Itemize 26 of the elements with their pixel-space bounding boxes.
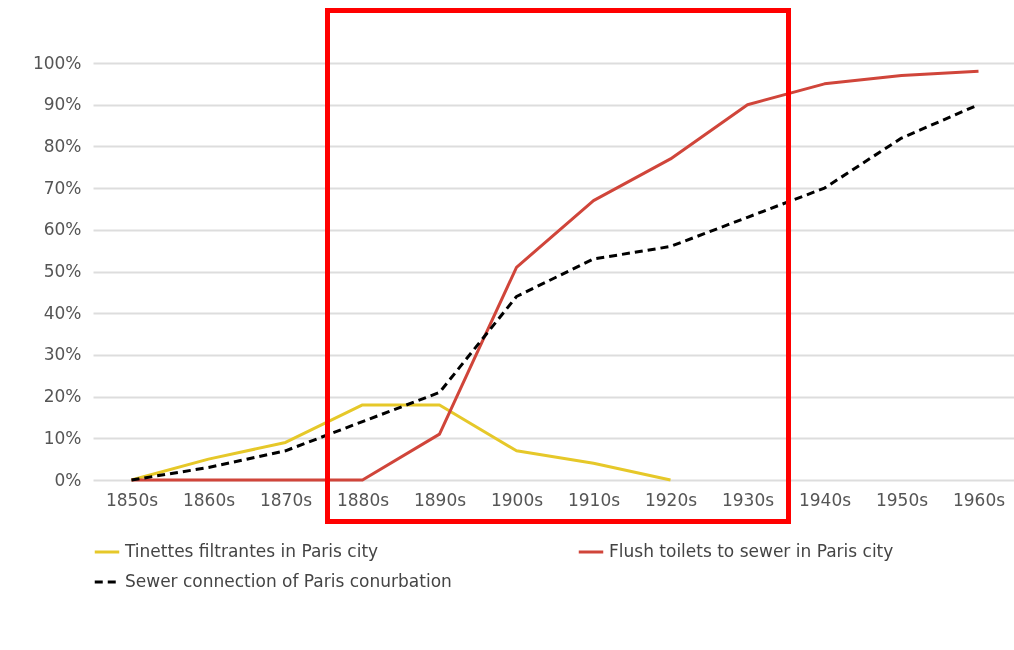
x-tick-label: 1930s xyxy=(721,489,775,510)
y-tick-label: 100% xyxy=(32,52,82,73)
y-tick-label: 60% xyxy=(43,219,82,240)
x-tick-label: 1870s xyxy=(259,489,313,510)
x-tick-label: 1940s xyxy=(798,489,852,510)
x-tick-label: 1910s xyxy=(567,489,621,510)
legend-label: Flush toilets to sewer in Paris city xyxy=(609,541,894,561)
y-tick-label: 80% xyxy=(43,135,82,156)
y-tick-label: 30% xyxy=(43,344,82,365)
y-tick-label: 20% xyxy=(43,386,82,407)
y-tick-label: 10% xyxy=(43,427,82,448)
x-tick-label: 1920s xyxy=(644,489,698,510)
y-tick-label: 40% xyxy=(43,302,82,323)
y-tick-label: 0% xyxy=(54,469,82,490)
x-tick-label: 1900s xyxy=(490,489,544,510)
x-tick-label: 1860s xyxy=(182,489,236,510)
x-tick-label: 1950s xyxy=(875,489,929,510)
legend-label: Tinettes filtrantes in Paris city xyxy=(124,541,379,561)
x-tick-label: 1850s xyxy=(105,489,159,510)
x-tick-label: 1890s xyxy=(413,489,467,510)
y-tick-label: 70% xyxy=(43,177,82,198)
x-tick-label: 1880s xyxy=(336,489,390,510)
y-tick-label: 50% xyxy=(43,261,82,281)
y-tick-label: 90% xyxy=(43,94,82,115)
x-tick-label: 1960s xyxy=(952,489,1006,510)
legend-label: Sewer connection of Paris conurbation xyxy=(125,571,452,591)
